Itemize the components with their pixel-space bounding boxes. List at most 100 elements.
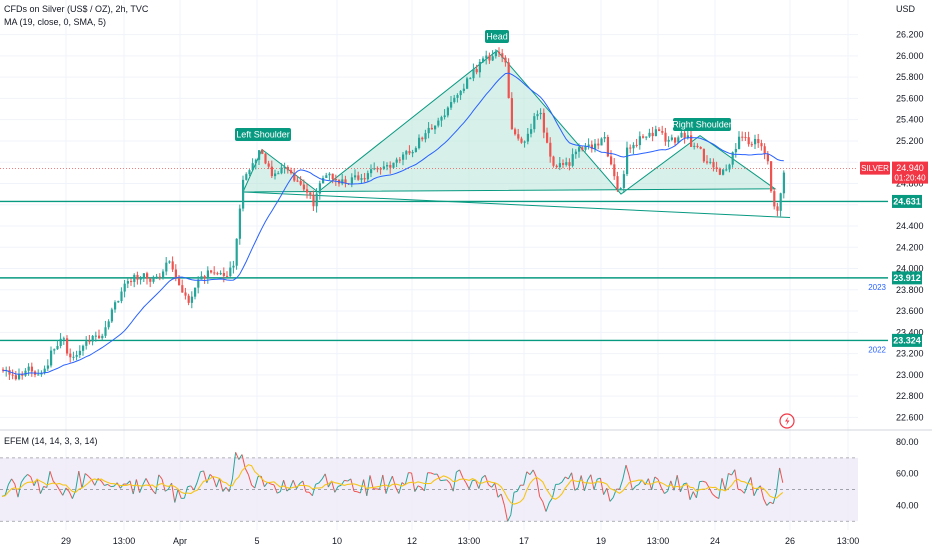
candle-body (654, 129, 657, 137)
candle-body (149, 278, 152, 282)
candle-body (309, 192, 312, 195)
candle-body (747, 137, 750, 145)
level-badge-label: 24.631 (893, 196, 921, 206)
candle-body (558, 163, 561, 168)
oscillator-segment (420, 487, 425, 492)
candle-body (482, 58, 485, 62)
candle-body (21, 374, 24, 376)
right-shoulder-label-bg (673, 118, 731, 131)
candle-body (82, 345, 85, 351)
candle-body (453, 97, 456, 103)
candle-body (354, 175, 357, 178)
oscillator-segment (183, 486, 189, 499)
time-axis[interactable]: 29 13:00 Apr 5 10 12 13:00 17 19 13:00 24 26 13:00 (61, 536, 859, 546)
candle-body (85, 341, 88, 346)
candle-body (606, 136, 609, 157)
oscillator-segment (321, 473, 326, 480)
oscillator-segment (494, 483, 499, 498)
candle-body (270, 166, 273, 177)
oscillator-segment (219, 478, 224, 492)
candle-body (658, 129, 661, 132)
oscillator-segment (145, 478, 150, 485)
candlestick-series (2, 47, 785, 381)
candle-body (430, 127, 433, 130)
level-badge-label: 23.324 (893, 335, 921, 345)
time-tick-label: 26 (785, 536, 795, 546)
oscillator-segment (676, 475, 681, 492)
oscillator-tick-label: 60.00 (896, 469, 919, 479)
price-axis[interactable]: 26.20026.00025.80025.60025.40025.20024.8… (896, 30, 924, 423)
level-badge-label: 23.912 (893, 273, 921, 283)
candle-body (686, 135, 689, 139)
candle-body (770, 161, 773, 192)
price-tick-label: 23.800 (896, 285, 924, 295)
alert-icon[interactable] (779, 413, 795, 429)
oscillator-segment (657, 479, 662, 488)
candle-body (238, 208, 241, 239)
oscillator-segment (263, 482, 269, 487)
oscillator-segment (625, 464, 630, 476)
candle-body (440, 117, 443, 121)
oscillator-segment (385, 483, 390, 494)
oscillator-segment (775, 467, 781, 493)
price-tick-label: 23.200 (896, 349, 924, 359)
oscillator-segment (743, 484, 749, 494)
candle-body (261, 150, 264, 154)
candle-body (648, 132, 651, 137)
time-tick-label: 19 (596, 536, 606, 546)
candle-body (712, 161, 715, 168)
oscillator-segment (84, 473, 89, 477)
candle-body (184, 292, 187, 296)
candle-body (277, 173, 280, 175)
oscillator-segment (247, 474, 253, 486)
candle-body (290, 170, 293, 174)
candle-body (59, 338, 62, 346)
oscillator-segment (279, 480, 285, 492)
candle-body (53, 349, 56, 351)
candle-body (43, 368, 46, 374)
oscillator-segment (200, 470, 204, 473)
oscillator-tick-label: 80.00 (896, 437, 919, 447)
candle-body (603, 136, 606, 139)
oscillator-segment (318, 478, 323, 484)
candle-body (539, 112, 542, 115)
oscillator-segment (164, 488, 169, 492)
candle-body (526, 133, 529, 142)
candle-body (645, 136, 648, 138)
axis-badges: 24.631 23.912 2023 23.324 2022 SILVER 24.94001… (860, 161, 928, 354)
oscillator-segment (238, 454, 243, 460)
oscillator-segment (481, 474, 486, 479)
oscillator-segment (132, 479, 137, 495)
oscillator-segment (24, 474, 28, 478)
candle-body (587, 144, 590, 147)
candle-body (235, 238, 238, 266)
time-tick-label: 10 (332, 536, 342, 546)
oscillator-segment (500, 493, 505, 506)
left-shoulder-label-bg (235, 128, 291, 141)
candle-body (107, 321, 110, 328)
time-tick-label: 13:00 (113, 536, 136, 546)
candle-body (680, 132, 683, 138)
candle-body (366, 173, 369, 180)
oscillator-segment (308, 491, 313, 497)
oscillator-segment (225, 487, 230, 492)
candle-body (619, 187, 622, 189)
oscillator-segment (104, 483, 108, 486)
symbol-badge (860, 161, 890, 175)
candle-body (178, 278, 181, 286)
candle-body (334, 179, 337, 181)
oscillator-segment (17, 482, 22, 498)
candle-body (571, 154, 574, 166)
oscillator-segment (129, 480, 134, 495)
oscillator-segment (542, 501, 547, 512)
candle-body (581, 147, 584, 150)
candle-body (741, 136, 744, 138)
oscillator-segment (606, 488, 611, 502)
candle-body (510, 98, 513, 130)
candle-body (690, 135, 693, 147)
candle-body (37, 374, 40, 376)
oscillator-segment (529, 469, 534, 475)
oscillator-segment (484, 475, 489, 485)
candle-body (546, 132, 549, 143)
